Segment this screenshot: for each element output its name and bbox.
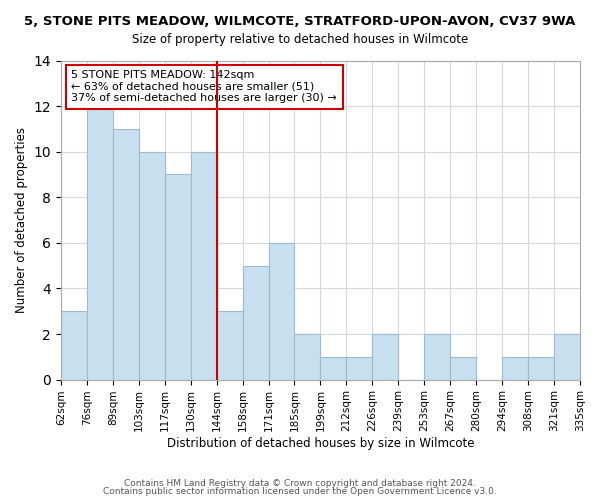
Text: Contains HM Land Registry data © Crown copyright and database right 2024.: Contains HM Land Registry data © Crown c… <box>124 478 476 488</box>
Bar <box>320 357 346 380</box>
Bar <box>61 311 87 380</box>
X-axis label: Distribution of detached houses by size in Wilmcote: Distribution of detached houses by size … <box>167 437 474 450</box>
Bar <box>269 243 295 380</box>
Bar <box>554 334 580 380</box>
Bar <box>87 106 113 380</box>
Bar <box>502 357 528 380</box>
Bar <box>295 334 320 380</box>
Bar <box>424 334 450 380</box>
Bar <box>373 334 398 380</box>
Bar <box>113 129 139 380</box>
Bar <box>242 266 269 380</box>
Bar <box>528 357 554 380</box>
Text: Contains public sector information licensed under the Open Government Licence v3: Contains public sector information licen… <box>103 487 497 496</box>
Text: 5, STONE PITS MEADOW, WILMCOTE, STRATFORD-UPON-AVON, CV37 9WA: 5, STONE PITS MEADOW, WILMCOTE, STRATFOR… <box>25 15 575 28</box>
Bar <box>450 357 476 380</box>
Bar <box>217 311 242 380</box>
Bar <box>165 174 191 380</box>
Bar <box>139 152 165 380</box>
Text: 5 STONE PITS MEADOW: 142sqm
← 63% of detached houses are smaller (51)
37% of sem: 5 STONE PITS MEADOW: 142sqm ← 63% of det… <box>71 70 337 103</box>
Text: Size of property relative to detached houses in Wilmcote: Size of property relative to detached ho… <box>132 32 468 46</box>
Y-axis label: Number of detached properties: Number of detached properties <box>15 127 28 313</box>
Bar <box>191 152 217 380</box>
Bar <box>346 357 373 380</box>
